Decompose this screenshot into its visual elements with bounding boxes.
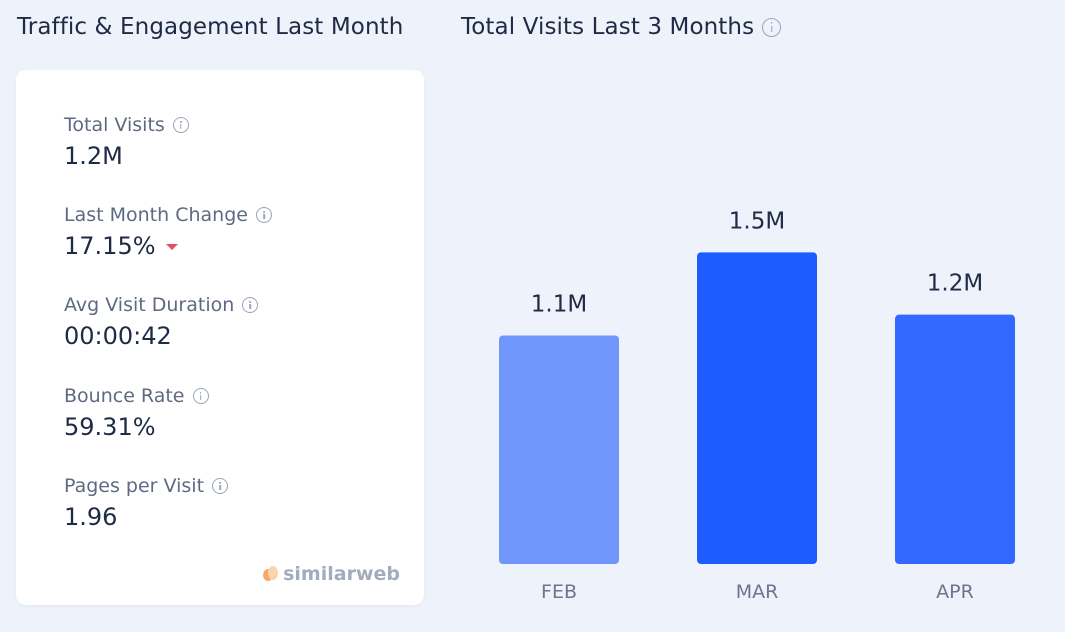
x-tick-label: FEB bbox=[541, 581, 577, 603]
metric-label: Last Month Change bbox=[64, 204, 272, 226]
similarweb-logo-icon bbox=[263, 566, 279, 582]
x-tick-label: APR bbox=[936, 581, 974, 603]
metric-value: 1.96 bbox=[64, 503, 228, 531]
trend-down-icon bbox=[165, 244, 178, 250]
similarweb-logo: similarweb bbox=[263, 563, 400, 585]
metric-label-text: Bounce Rate bbox=[64, 385, 185, 407]
metric-value-text: 59.31% bbox=[64, 413, 156, 441]
metric-value-text: 1.2M bbox=[64, 142, 123, 170]
metric-total-visits: Total Visits 1.2M bbox=[64, 114, 189, 170]
info-icon[interactable] bbox=[212, 478, 229, 494]
metric-bounce-rate: Bounce Rate 59.31% bbox=[64, 385, 209, 441]
info-icon[interactable] bbox=[172, 117, 189, 133]
traffic-engagement-title-text: Traffic & Engagement Last Month bbox=[17, 14, 404, 40]
engagement-card: Total Visits 1.2M Last Month Change 17.1… bbox=[16, 70, 424, 605]
metric-label-text: Pages per Visit bbox=[64, 475, 205, 497]
metric-value-text: 00:00:42 bbox=[64, 322, 172, 350]
info-icon[interactable] bbox=[255, 207, 272, 223]
metric-value: 17.15% bbox=[64, 232, 272, 260]
brand-text: similarweb bbox=[283, 563, 400, 585]
total-visits-chart-title-text: Total Visits Last 3 Months bbox=[461, 14, 755, 40]
info-icon[interactable] bbox=[762, 17, 782, 37]
metric-label-text: Avg Visit Duration bbox=[64, 294, 235, 316]
metric-value: 00:00:42 bbox=[64, 322, 258, 350]
metric-label: Bounce Rate bbox=[64, 385, 209, 407]
metric-label-text: Last Month Change bbox=[64, 204, 248, 226]
metric-value: 1.2M bbox=[64, 142, 189, 170]
bar-feb[interactable] bbox=[499, 335, 619, 564]
metric-last-month-change: Last Month Change 17.15% bbox=[64, 204, 272, 260]
bar-value-label: 1.2M bbox=[927, 271, 983, 297]
metric-label: Pages per Visit bbox=[64, 475, 229, 497]
bar-apr[interactable] bbox=[895, 314, 1015, 564]
x-tick-label: MAR bbox=[736, 581, 779, 603]
metric-label: Avg Visit Duration bbox=[64, 294, 259, 316]
bar-value-label: 1.5M bbox=[729, 208, 785, 234]
metric-value-text: 17.15% bbox=[64, 232, 156, 260]
metric-label-text: Total Visits bbox=[64, 114, 165, 136]
metric-label: Total Visits bbox=[64, 114, 189, 136]
total-visits-bar-chart: 1.1M FEB 1.5M MAR 1.2M APR bbox=[499, 208, 1015, 603]
bar-mar[interactable] bbox=[697, 252, 817, 565]
metric-avg-visit-duration: Avg Visit Duration 00:00:42 bbox=[64, 294, 259, 350]
info-icon[interactable] bbox=[192, 388, 209, 404]
metric-pages-per-visit: Pages per Visit 1.96 bbox=[64, 475, 229, 531]
total-visits-chart-title: Total Visits Last 3 Months bbox=[461, 14, 782, 40]
info-icon[interactable] bbox=[242, 297, 259, 313]
traffic-engagement-title: Traffic & Engagement Last Month bbox=[17, 14, 403, 40]
metric-value: 59.31% bbox=[64, 413, 209, 441]
bar-value-label: 1.1M bbox=[531, 291, 587, 317]
metric-value-text: 1.96 bbox=[64, 503, 118, 531]
